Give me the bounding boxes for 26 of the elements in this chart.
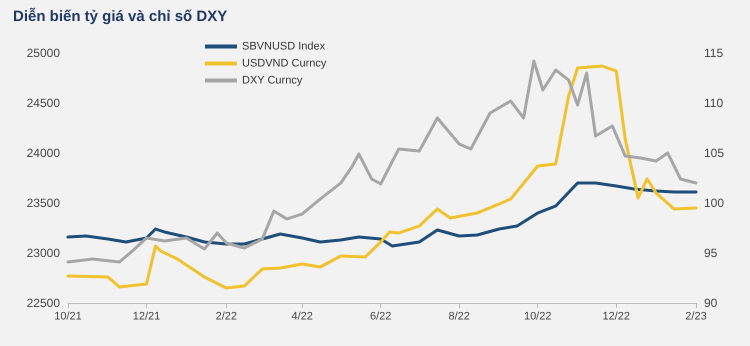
y-tick-label: 23000 bbox=[26, 246, 60, 260]
y2-tick-label: 100 bbox=[704, 196, 724, 210]
y2-tick-label: 110 bbox=[704, 96, 724, 110]
y-tick-label: 24500 bbox=[26, 96, 60, 110]
chart-title: Diễn biến tỷ giá và chỉ số DXY bbox=[13, 7, 228, 25]
y2-tick-label: 115 bbox=[704, 46, 724, 60]
y2-tick-label: 95 bbox=[704, 246, 718, 260]
y-tick-label: 23500 bbox=[26, 196, 60, 210]
line-series bbox=[66, 182, 698, 248]
legend-label: SBVNUSD Index bbox=[242, 40, 326, 52]
y-tick-label: 24000 bbox=[26, 146, 60, 160]
x-tick-label: 2/22 bbox=[216, 310, 237, 322]
x-tick-label: 10/21 bbox=[54, 310, 82, 322]
x-tick-label: 2/23 bbox=[685, 310, 707, 322]
x-tick-label: 12/21 bbox=[132, 310, 160, 322]
x-tick-label: 8/22 bbox=[448, 310, 470, 322]
y-tick-label: 22500 bbox=[26, 296, 60, 310]
x-tick-label: 6/22 bbox=[370, 310, 392, 322]
y2-tick-label: 90 bbox=[704, 296, 718, 310]
x-tick-label: 4/22 bbox=[292, 310, 313, 322]
legend-label: DXY Curncy bbox=[242, 74, 303, 86]
y-tick-label: 25000 bbox=[26, 46, 60, 60]
legend-label: USDVND Curncy bbox=[242, 58, 327, 70]
x-tick-label: 12/22 bbox=[602, 310, 630, 322]
x-tick-label: 10/22 bbox=[524, 310, 552, 322]
y2-tick-label: 105 bbox=[704, 146, 724, 160]
